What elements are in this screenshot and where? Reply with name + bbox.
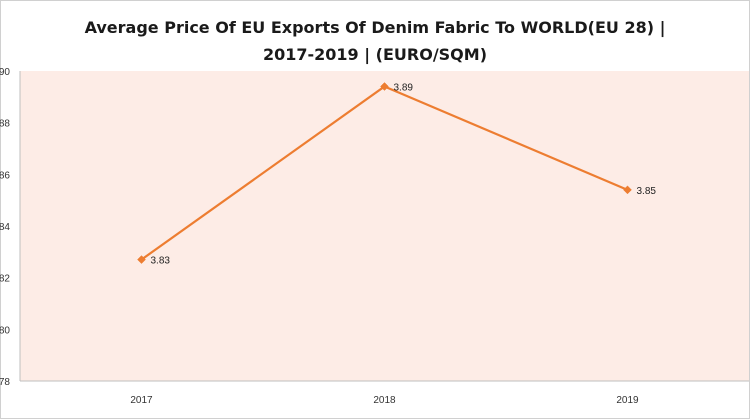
y-tick-label: 84: [0, 222, 10, 233]
data-point-marker: [137, 255, 146, 264]
chart-title-line-1: Average Price Of EU Exports Of Denim Fab…: [84, 18, 666, 37]
chart-title: Average Price Of EU Exports Of Denim Fab…: [0, 14, 750, 68]
data-label: 3.89: [394, 83, 414, 94]
chart-title-line-2: 2017-2019 | (EURO/SQM): [262, 45, 488, 64]
x-tick-label: 2018: [373, 395, 396, 406]
data-label: 3.85: [637, 186, 657, 197]
data-label: 3.83: [151, 256, 171, 267]
y-tick-label: 82: [0, 274, 10, 285]
y-tick-label: 86: [0, 170, 10, 181]
x-tick-label: 2017: [130, 395, 153, 406]
plot-area: [20, 71, 749, 381]
y-tick-label: 78: [0, 377, 10, 388]
data-point-marker: [380, 82, 389, 91]
y-tick-label: 80: [0, 325, 10, 336]
y-tick-label: 90: [0, 67, 10, 78]
x-tick-label: 2019: [616, 395, 639, 406]
data-point-marker: [623, 185, 632, 195]
y-tick-label: 88: [0, 119, 10, 130]
